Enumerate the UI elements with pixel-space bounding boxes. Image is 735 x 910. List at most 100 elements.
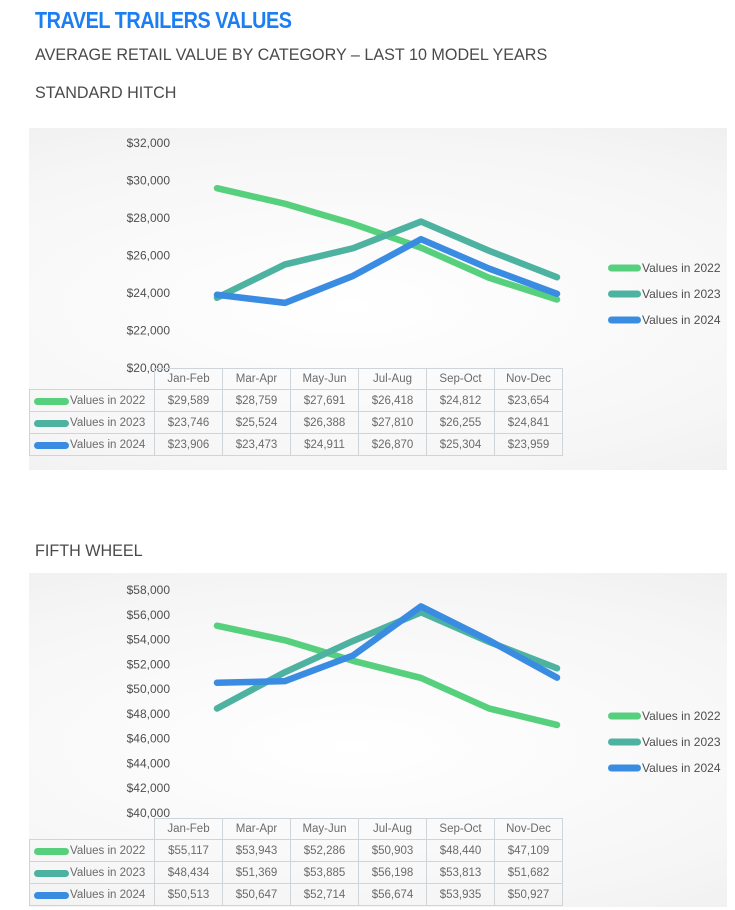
- legend-key-capsule: [608, 712, 641, 720]
- table-value-cell: $48,434: [154, 861, 223, 884]
- chart-data-table: Jan-Feb Mar-Apr May-Jun Jul-Aug Sep-Oct Nov-D…: [29, 368, 563, 456]
- table-column-header: Nov-Dec: [494, 818, 563, 840]
- table-row-label: Values in 2023: [29, 861, 155, 884]
- table-value-cell: $29,589: [154, 389, 223, 412]
- table-column-header: Mar-Apr: [222, 368, 291, 390]
- table-row-label: Values in 2024: [29, 433, 155, 456]
- table-column-header: Jan-Feb: [154, 818, 223, 840]
- series-line-values-in-2023: [213, 609, 561, 712]
- y-axis-tick-label: $48,000: [127, 707, 171, 721]
- table-row: Values in 2024 $23,906 $23,473 $24,911 $26,8…: [29, 433, 563, 456]
- table-value-cell: $52,714: [290, 883, 359, 906]
- table-value-cell: $26,870: [358, 433, 427, 456]
- series-key-capsule: [34, 397, 69, 405]
- table-value-cell: $23,959: [494, 433, 563, 456]
- section-title-fifth-wheel: FIFTH WHEEL: [35, 541, 143, 560]
- table-value-cell: $25,524: [222, 411, 291, 434]
- series-key-capsule: [34, 891, 69, 899]
- table-row-label: Values in 2022: [29, 389, 155, 412]
- y-axis-tick-label: $46,000: [127, 732, 171, 746]
- legend-label: Values in 2024: [642, 761, 721, 775]
- page-subtitle: AVERAGE RETAIL VALUE BY CATEGORY – LAST …: [35, 45, 548, 64]
- series-line-values-in-2024: [213, 603, 561, 687]
- line-chart-canvas: $58,000 $56,000 $54,000 $52,000 $50,000 $48,0…: [127, 583, 721, 820]
- legend-key-capsule: [608, 738, 641, 746]
- y-axis-tick-label: $56,000: [127, 608, 171, 622]
- table-value-cell: $53,935: [426, 883, 495, 906]
- y-axis-tick-label: $30,000: [127, 174, 171, 188]
- y-axis-tick-label: $28,000: [127, 211, 171, 225]
- table-value-cell: $27,810: [358, 411, 427, 434]
- legend-label: Values in 2023: [642, 287, 721, 301]
- series-key-capsule: [34, 441, 69, 449]
- table-corner-cell: [30, 369, 155, 390]
- table-value-cell: $24,812: [426, 389, 495, 412]
- table-column-header: May-Jun: [290, 368, 359, 390]
- table-value-cell: $51,682: [494, 861, 563, 884]
- table-value-cell: $50,647: [222, 883, 291, 906]
- line-chart-canvas: $32,000 $30,000 $28,000 $26,000 $24,000 $22,0…: [127, 136, 721, 375]
- legend-key-capsule: [608, 264, 641, 272]
- table-value-cell: $56,674: [358, 883, 427, 906]
- y-axis-tick-label: $50,000: [127, 682, 171, 696]
- table-value-cell: $53,943: [222, 839, 291, 862]
- table-column-header: Nov-Dec: [494, 368, 563, 390]
- table-value-cell: $23,906: [154, 433, 223, 456]
- y-axis-tick-label: $22,000: [127, 324, 171, 338]
- table-row: Values in 2023 $48,434 $51,369 $53,885 $56,1…: [29, 861, 563, 884]
- table-row: Values in 2024 $50,513 $50,647 $52,714 $56,6…: [29, 883, 563, 906]
- table-value-cell: $52,286: [290, 839, 359, 862]
- legend-label: Values in 2023: [642, 735, 721, 749]
- table-value-cell: $23,746: [154, 411, 223, 434]
- series-line-values-in-2022: [213, 622, 561, 729]
- table-value-cell: $50,927: [494, 883, 563, 906]
- table-value-cell: $26,388: [290, 411, 359, 434]
- table-value-cell: $51,369: [222, 861, 291, 884]
- y-axis-tick-label: $58,000: [127, 583, 171, 597]
- table-value-cell: $50,513: [154, 883, 223, 906]
- series-key-capsule: [34, 869, 69, 877]
- y-axis-tick-label: $52,000: [127, 657, 171, 671]
- table-value-cell: $27,691: [290, 389, 359, 412]
- series-line-values-in-2024: [213, 235, 561, 307]
- table-value-cell: $56,198: [358, 861, 427, 884]
- y-axis-tick-label: $44,000: [127, 756, 171, 770]
- legend-key-capsule: [608, 764, 641, 772]
- table-column-header: May-Jun: [290, 818, 359, 840]
- legend-key-capsule: [608, 290, 641, 298]
- legend-label: Values in 2022: [642, 261, 721, 275]
- section-title-standard-hitch: STANDARD HITCH: [35, 83, 177, 102]
- y-axis-tick-label: $26,000: [127, 249, 171, 263]
- y-axis-tick-label: $40,000: [127, 806, 171, 820]
- table-value-cell: $24,841: [494, 411, 563, 434]
- chart-data-table: Jan-Feb Mar-Apr May-Jun Jul-Aug Sep-Oct Nov-D…: [29, 818, 563, 906]
- table-value-cell: $23,654: [494, 389, 563, 412]
- series-line-values-in-2022: [213, 184, 561, 303]
- table-value-cell: $53,885: [290, 861, 359, 884]
- y-axis-tick-label: $54,000: [127, 633, 171, 647]
- table-row-label: Values in 2024: [29, 883, 155, 906]
- table-value-cell: $48,440: [426, 839, 495, 862]
- page-title: TRAVEL TRAILERS VALUES: [35, 7, 292, 33]
- series-key-capsule: [34, 419, 69, 427]
- table-column-header: Jan-Feb: [154, 368, 223, 390]
- table-corner-cell: [30, 819, 155, 840]
- table-row: Values in 2022 $55,117 $53,943 $52,286 $50,9…: [29, 839, 563, 862]
- table-row: Values in 2023 $23,746 $25,524 $26,388 $27,8…: [29, 411, 563, 434]
- table-value-cell: $26,255: [426, 411, 495, 434]
- table-value-cell: $25,304: [426, 433, 495, 456]
- legend-key-capsule: [608, 316, 641, 324]
- table-value-cell: $28,759: [222, 389, 291, 412]
- table-column-header: Sep-Oct: [426, 368, 495, 390]
- table-column-header: Sep-Oct: [426, 818, 495, 840]
- table-value-cell: $53,813: [426, 861, 495, 884]
- table-value-cell: $23,473: [222, 433, 291, 456]
- legend-label: Values in 2024: [642, 313, 721, 327]
- table-column-header: Jul-Aug: [358, 368, 427, 390]
- table-row-label: Values in 2022: [29, 839, 155, 862]
- y-axis-tick-label: $24,000: [127, 286, 171, 300]
- table-value-cell: $24,911: [290, 433, 359, 456]
- table-value-cell: $55,117: [154, 839, 223, 862]
- table-value-cell: $47,109: [494, 839, 563, 862]
- y-axis-tick-label: $32,000: [127, 136, 171, 150]
